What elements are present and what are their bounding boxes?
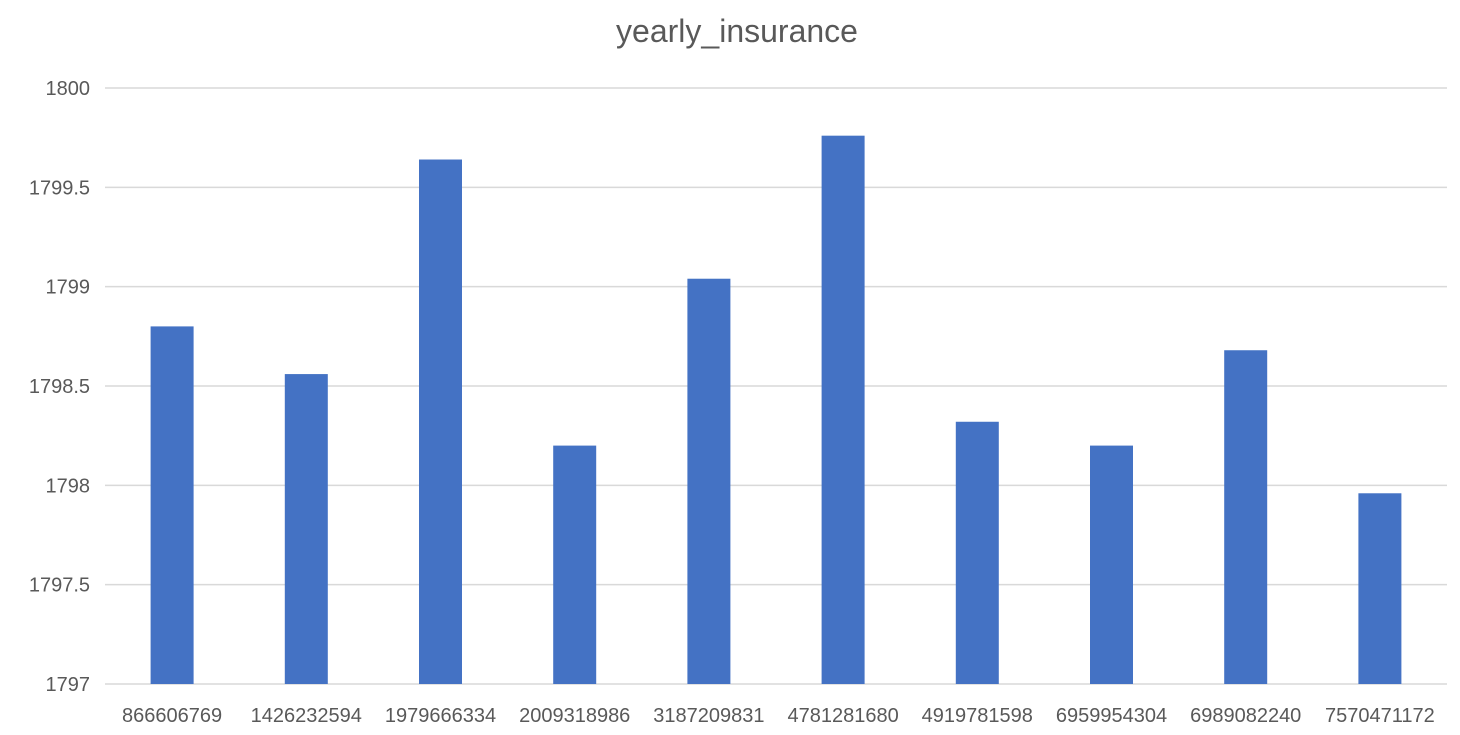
x-tick-label: 3187209831 — [653, 705, 764, 727]
bars — [150, 135, 1402, 684]
y-tick-label: 1799 — [46, 277, 91, 299]
y-tick-label: 1798 — [46, 475, 91, 497]
y-tick-label: 1799.5 — [29, 177, 90, 199]
y-tick-label: 1797.5 — [29, 575, 90, 597]
bar — [1358, 493, 1402, 684]
bar — [1224, 350, 1268, 684]
x-tick-label: 6959954304 — [1056, 705, 1167, 727]
bar — [150, 326, 194, 684]
x-tick-label: 1979666334 — [385, 705, 496, 727]
bar — [821, 135, 865, 684]
y-axis-tick-labels: 1797 1797.5 1798 1798.5 1799 1799.5 1800 — [29, 78, 90, 696]
x-tick-label: 7570471172 — [1325, 705, 1435, 727]
gridlines — [105, 87, 1447, 685]
y-tick-label: 1797 — [46, 674, 91, 696]
bar — [687, 278, 731, 684]
x-tick-label: 1426232594 — [251, 705, 362, 727]
bar — [284, 374, 328, 684]
bar — [553, 445, 597, 684]
bar — [1090, 445, 1133, 684]
x-tick-label: 4781281680 — [787, 705, 898, 727]
x-tick-label: 6989082240 — [1190, 705, 1301, 727]
y-tick-label: 1798.5 — [29, 376, 90, 398]
x-axis-tick-labels: 866606769 1426232594 1979666334 2009318986 3… — [122, 705, 1435, 727]
bar — [955, 421, 999, 684]
x-tick-label: 866606769 — [122, 705, 222, 727]
bar — [419, 159, 462, 684]
chart-title: yearly_insurance — [616, 13, 858, 49]
x-tick-label: 2009318986 — [519, 705, 630, 727]
x-tick-label: 4919781598 — [922, 705, 1033, 727]
y-tick-label: 1800 — [46, 78, 91, 100]
